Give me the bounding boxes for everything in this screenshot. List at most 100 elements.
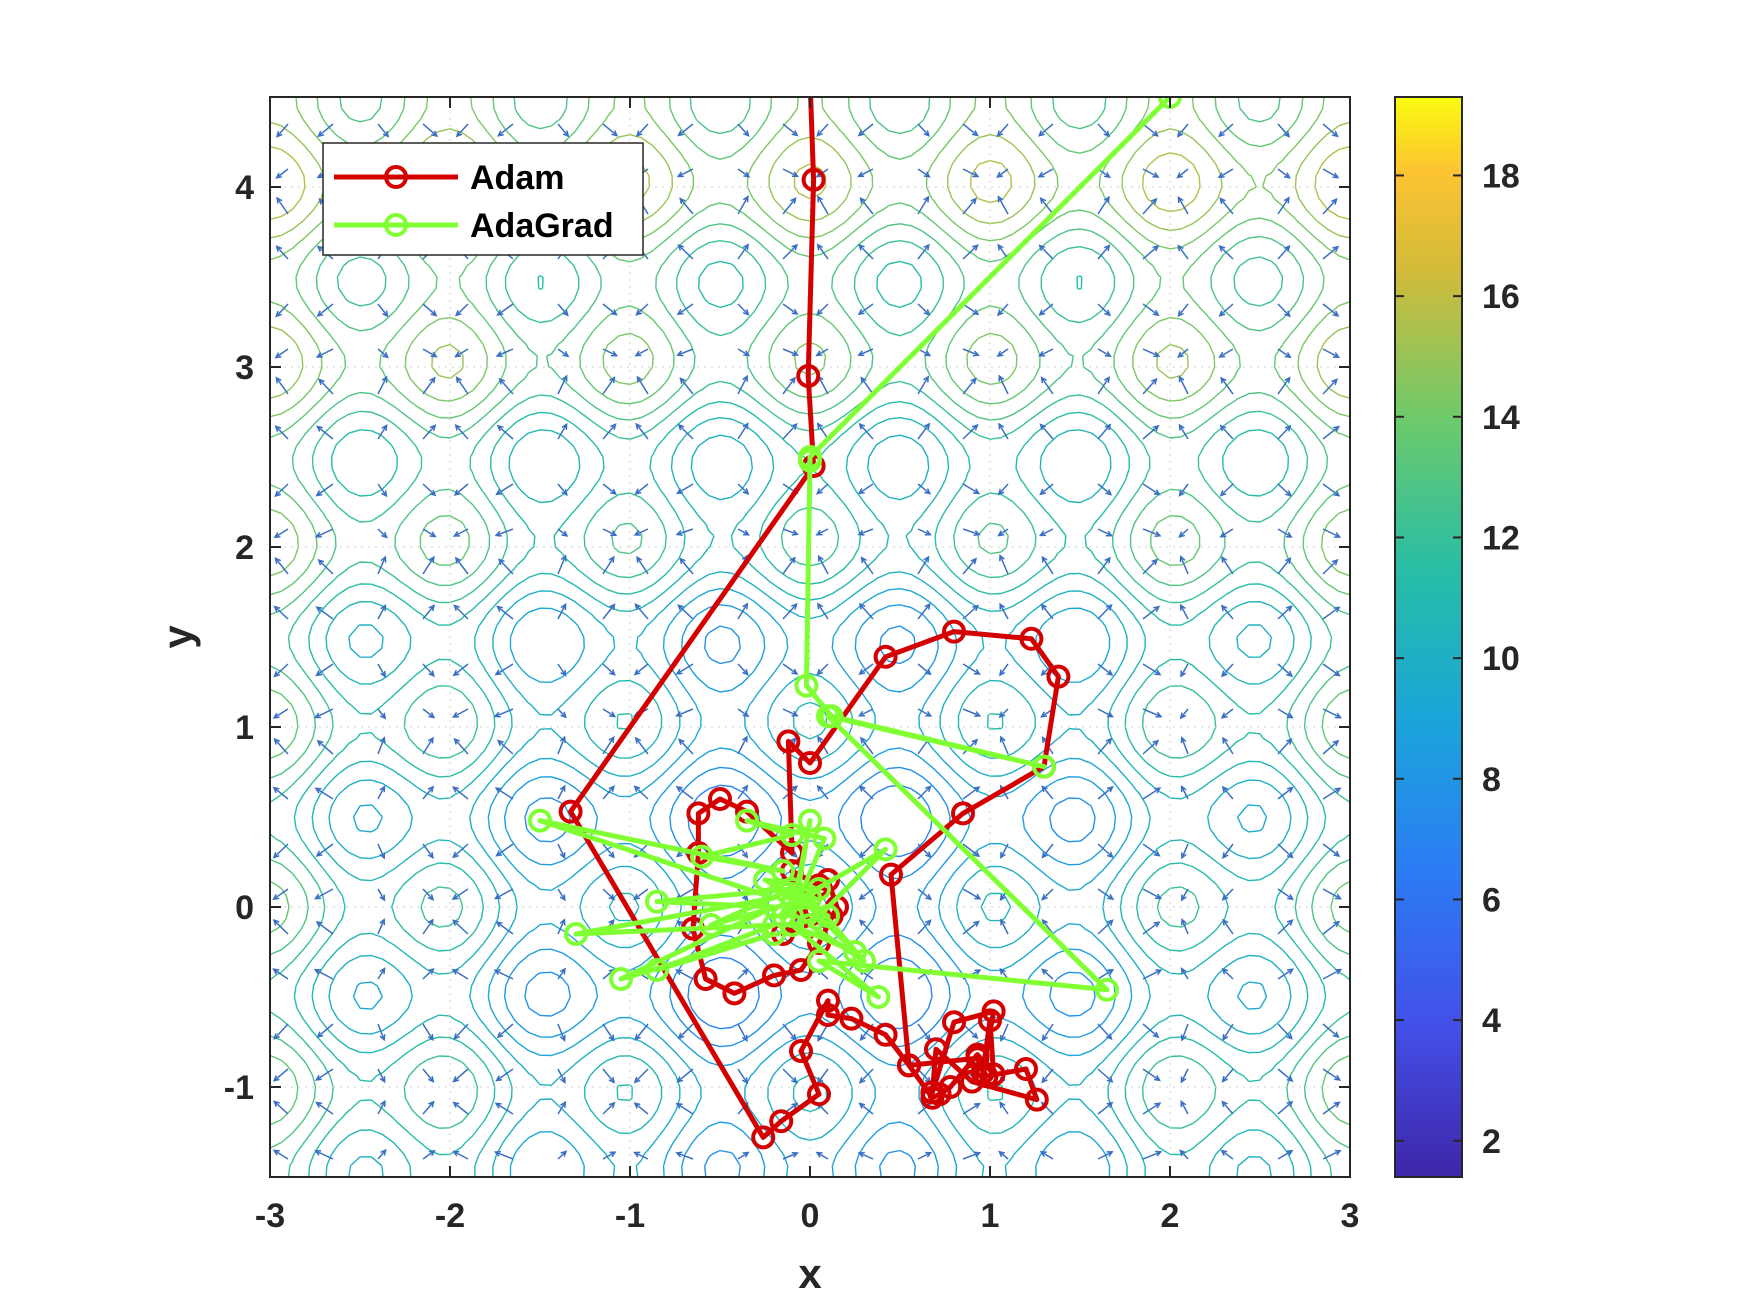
point-adagrad [843,940,867,964]
legend-label-adam: Adam [470,159,564,197]
point-adagrad [771,904,795,928]
point-adam [981,999,1006,1024]
point-adam [816,1003,840,1027]
series-adagrad [528,97,1182,1009]
point-adam [789,958,813,982]
colorbar-tick-label: 4 [1482,1002,1501,1040]
legend: Adam AdaGrad [322,142,644,256]
point-adam [769,1109,794,1134]
y-tick-label: 2 [235,529,254,567]
point-adam [920,1080,945,1105]
point-adam [839,1006,864,1031]
point-adagrad [873,837,898,862]
point-adam [693,967,718,991]
point-adagrad [780,823,804,847]
point-adagrad [528,808,552,833]
point-adagrad [609,967,633,991]
legend-items: Adam AdaGrad [334,159,614,245]
point-adagrad [564,922,588,946]
point-adam [942,1010,966,1035]
point-adagrad [753,868,777,892]
point-adagrad [762,886,786,910]
point-adagrad [812,826,837,851]
contour-line [293,260,1327,1177]
contour-layer [270,97,1350,1177]
x-tick-label: -1 [615,1197,645,1235]
point-adagrad [1095,977,1119,1002]
point-adagrad [798,448,822,473]
point-adagrad [816,904,840,928]
point-adagrad [798,808,822,833]
legend-marker-adagrad [384,213,408,237]
colorbar-tick-label: 18 [1482,157,1520,195]
x-tick-label: -3 [255,1197,285,1235]
series-layer [528,69,1182,1150]
colorbar-tick-label: 10 [1482,640,1520,678]
x-tick-label: 3 [1341,1197,1360,1235]
colorbar-tick-label: 6 [1482,881,1501,919]
point-adam [796,364,821,388]
point-adagrad [866,985,891,1009]
point-adam [762,963,786,988]
colorbar: 2 4 6 8 10 12 14 16 18 [1394,96,1520,1178]
x-tick-label: 2 [1161,1197,1180,1235]
point-adam [873,644,898,669]
colorbar-tick-label: 12 [1482,519,1520,557]
point-adam [800,69,820,89]
legend-box [322,142,644,256]
point-adagrad [771,859,795,883]
point-adam [879,862,903,887]
x-axis-label: x [798,1250,822,1297]
point-adagrad [735,808,759,833]
point-adagrad [690,844,714,869]
colorbar-ticks: 2 4 6 8 10 12 14 16 18 [1395,157,1520,1161]
legend-entry-adagrad: AdaGrad [334,207,614,245]
point-adagrad [816,704,840,729]
point-adam [686,801,711,826]
point-adam [558,799,583,824]
y-tick-label: 1 [235,709,254,747]
point-adagrad [789,886,813,910]
x-tick-label: 0 [801,1197,820,1235]
x-tick-label: 1 [981,1197,1000,1235]
point-adam [1014,1057,1038,1081]
point-adagrad [645,958,669,982]
legend-entry-adam: Adam [334,159,564,197]
point-adam [801,167,826,192]
point-adagrad [762,922,786,946]
y-tick-label: 3 [235,349,254,387]
point-adam [776,729,801,754]
point-adagrad [807,949,831,973]
point-adam [924,1037,948,1062]
point-adam [1024,1087,1049,1112]
point-adagrad [645,889,669,914]
point-adam [965,1046,990,1071]
point-adam [897,1053,921,1078]
x-tick-label: -2 [435,1197,465,1235]
point-adam [1019,626,1044,651]
point-adam [974,1064,999,1089]
y-axis-label: y [154,625,201,649]
point-adam [807,1082,831,1107]
point-adagrad [1032,754,1056,779]
colorbar-tick-label: 2 [1482,1123,1501,1161]
y-tick-label: 0 [235,889,254,927]
y-tick-label: -1 [224,1069,254,1107]
legend-marker-adam [384,165,408,189]
colorbar-tick-label: 16 [1482,278,1520,316]
point-adam [708,787,732,811]
point-adam [798,751,822,775]
colorbar-gradient [1394,96,1463,1178]
tick-layer: -3 -2 -1 0 1 2 3 -1 0 1 2 3 4 [224,97,1360,1235]
legend-label-adagrad: AdaGrad [470,207,614,245]
y-tick-label: 4 [235,169,254,207]
point-adam [1046,664,1071,689]
point-adam [751,1125,776,1150]
point-adam [789,1039,813,1063]
point-adagrad [699,913,723,937]
point-adagrad [807,877,831,901]
point-adam [873,1022,898,1047]
point-adam [951,801,975,826]
colorbar-tick-label: 8 [1482,761,1501,799]
